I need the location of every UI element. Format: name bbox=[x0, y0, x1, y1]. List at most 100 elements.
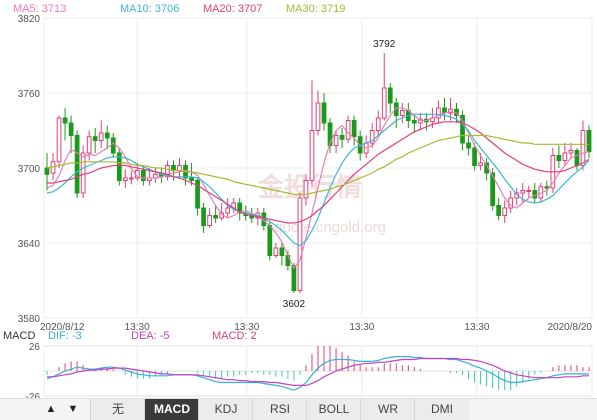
candle-body bbox=[399, 110, 405, 116]
y-tick-label: 3640 bbox=[18, 239, 41, 250]
candle-body bbox=[345, 120, 351, 140]
scroll-up-icon[interactable]: ▲ bbox=[45, 403, 57, 415]
candle-body bbox=[526, 190, 532, 192]
candle-body bbox=[574, 150, 580, 166]
candle-body bbox=[207, 215, 212, 226]
candle-body bbox=[273, 247, 279, 256]
candle-body bbox=[436, 107, 441, 119]
candle-body bbox=[381, 87, 387, 119]
candle-body bbox=[80, 152, 86, 194]
candle-body bbox=[351, 120, 357, 138]
candle-body bbox=[195, 180, 200, 209]
candle-body bbox=[279, 247, 285, 256]
candle-body bbox=[580, 130, 586, 166]
candle-body bbox=[418, 118, 423, 124]
candle-body bbox=[472, 147, 477, 166]
tab-rsi[interactable]: RSI bbox=[252, 399, 307, 420]
candle-body bbox=[520, 190, 526, 194]
candle-body bbox=[315, 102, 321, 131]
candle-body bbox=[333, 135, 339, 146]
candle-body bbox=[387, 87, 393, 104]
candle-body bbox=[586, 130, 592, 153]
candle-body bbox=[466, 142, 471, 149]
macd-legend: MACD DIF: -3 DEA: -5 MACD: 2 bbox=[0, 329, 597, 345]
candle-body bbox=[339, 135, 345, 140]
ma30-line bbox=[46, 134, 589, 195]
watermark-logo-text: 金投行情 bbox=[257, 172, 362, 203]
x-tick-label: 13:30 bbox=[349, 322, 374, 333]
high-annotation: 3792 bbox=[373, 39, 396, 50]
ma10-line bbox=[46, 113, 590, 247]
candle-body bbox=[44, 167, 50, 175]
candle-body bbox=[62, 117, 68, 124]
candle-body bbox=[303, 180, 309, 199]
candle-body bbox=[98, 132, 104, 141]
candle-body bbox=[544, 186, 550, 189]
dea-line bbox=[47, 357, 589, 386]
candle-body bbox=[86, 136, 92, 154]
tab-wr[interactable]: WR bbox=[360, 399, 415, 420]
ma20-line bbox=[47, 121, 590, 224]
candle-body bbox=[116, 152, 122, 181]
ma5-legend: MA5: 3713 bbox=[13, 3, 67, 15]
candle-body bbox=[213, 215, 218, 219]
x-tick-label: 2020/8/20 bbox=[548, 322, 593, 333]
x-tick-label: 13:30 bbox=[464, 322, 489, 333]
candle-body bbox=[556, 155, 562, 161]
candle-body bbox=[291, 265, 297, 291]
x-tick-label: 2020/8/12 bbox=[40, 322, 85, 333]
tab-none[interactable]: 无 bbox=[90, 399, 145, 420]
y-tick-label: 3700 bbox=[18, 164, 41, 175]
dea-legend: DEA: -5 bbox=[131, 330, 170, 342]
candle-body bbox=[201, 207, 206, 226]
candle-body bbox=[56, 117, 62, 163]
dif-legend: DIF: -3 bbox=[48, 330, 82, 342]
dif-line bbox=[46, 356, 589, 391]
candle-body bbox=[448, 108, 453, 114]
ma10-legend: MA10: 3706 bbox=[120, 3, 180, 15]
ma20-legend: MA20: 3707 bbox=[203, 3, 263, 15]
candle-body bbox=[110, 137, 116, 154]
candle-body bbox=[321, 102, 327, 124]
candle-body bbox=[225, 207, 231, 214]
candle-body bbox=[74, 135, 80, 194]
candle-body bbox=[68, 122, 74, 136]
tab-macd[interactable]: MACD bbox=[144, 399, 199, 420]
candle-body bbox=[496, 205, 502, 216]
candle-body bbox=[532, 190, 538, 199]
tab-kdj[interactable]: KDJ bbox=[198, 399, 253, 420]
candle-body bbox=[460, 115, 465, 144]
candle-body bbox=[237, 202, 243, 214]
macd-value-legend: MACD: 2 bbox=[212, 330, 257, 342]
candle-body bbox=[327, 122, 333, 146]
candle-body bbox=[267, 225, 273, 256]
x-tick-label: 13:30 bbox=[234, 322, 259, 333]
y-tick-label: 3820 bbox=[18, 14, 41, 25]
candle-body bbox=[562, 152, 568, 161]
macd-title: MACD bbox=[3, 330, 36, 342]
ma5-line bbox=[46, 107, 590, 270]
candle-body bbox=[309, 130, 315, 181]
y-tick-label: 3580 bbox=[18, 314, 41, 325]
watermark-url: quote.cngold.org bbox=[274, 219, 386, 236]
candle-body bbox=[122, 177, 128, 181]
tab-boll[interactable]: BOLL bbox=[306, 399, 361, 420]
candle-body bbox=[140, 170, 146, 181]
x-tick-label: 13:30 bbox=[125, 322, 150, 333]
macd-y-tick-label: -26 bbox=[26, 392, 41, 398]
candle-body bbox=[502, 207, 508, 216]
candle-body bbox=[393, 102, 399, 116]
candle-body bbox=[568, 150, 574, 154]
candle-body bbox=[165, 165, 170, 178]
candle-body bbox=[411, 120, 417, 124]
macd-y-tick-label: 26 bbox=[29, 342, 41, 353]
tab-dmi[interactable]: DMI bbox=[414, 399, 469, 420]
scroll-down-icon[interactable]: ▼ bbox=[67, 403, 79, 415]
ma30-legend: MA30: 3719 bbox=[286, 3, 346, 15]
candle-body bbox=[490, 172, 496, 206]
y-tick-label: 3760 bbox=[18, 89, 41, 100]
candle-body bbox=[369, 130, 375, 144]
candle-body bbox=[177, 165, 182, 171]
candle-body bbox=[375, 117, 381, 131]
